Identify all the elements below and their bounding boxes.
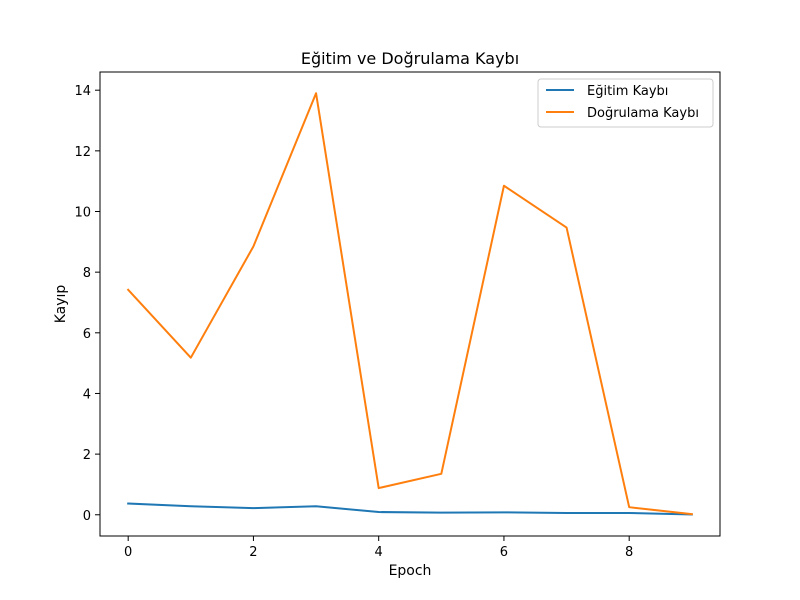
- y-tick-label: 8: [83, 266, 91, 281]
- legend-label-dogrulama: Doğrulama Kaybı: [587, 106, 699, 121]
- plot-frame: [99, 71, 721, 537]
- x-tick-label: 6: [500, 545, 508, 560]
- y-axis-ticks: 0 2 4 6 8 10 12 14: [74, 84, 100, 524]
- series-line-1: [126, 92, 693, 516]
- y-tick-label: 2: [83, 448, 91, 463]
- y-tick-label: 0: [83, 509, 91, 524]
- series-layer: [126, 92, 693, 516]
- x-tick-label: 4: [375, 545, 383, 560]
- chart-title: Eğitim ve Doğrulama Kaybı: [301, 49, 519, 68]
- y-tick-label: 6: [83, 327, 91, 342]
- y-tick-label: 10: [74, 206, 91, 221]
- legend-frame: [537, 78, 714, 128]
- y-tick-label: 14: [74, 84, 91, 99]
- series-line-0: [127, 502, 693, 516]
- legend-label-egitim: Eğitim Kaybı: [587, 84, 668, 99]
- y-tick-label: 4: [83, 387, 91, 402]
- y-axis-label: Kayıp: [53, 285, 69, 324]
- y-tick-label: 12: [74, 145, 91, 160]
- x-tick-label: 8: [625, 545, 633, 560]
- x-axis-label: Epoch: [389, 563, 432, 579]
- x-tick-label: 0: [124, 545, 132, 560]
- x-tick-label: 2: [249, 545, 257, 560]
- x-axis-ticks: 0 2 4 6 8: [124, 536, 633, 560]
- legend: Eğitim Kaybı Doğrulama Kaybı: [537, 78, 714, 128]
